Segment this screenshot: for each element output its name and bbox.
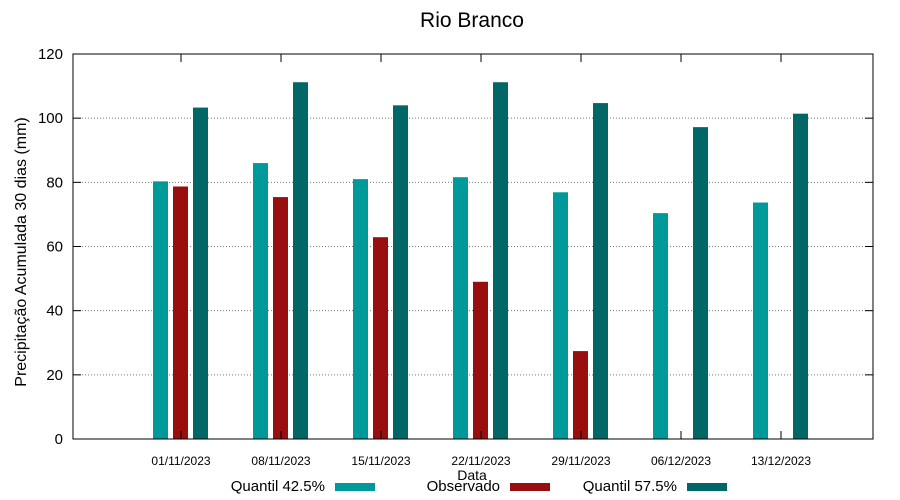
x-tick-label: 13/12/2023 [751,454,811,468]
y-tick-label: 80 [46,174,63,191]
x-tick-label: 06/12/2023 [651,454,711,468]
bar-quantil-42-5- [253,163,268,440]
bar-quantil-42-5- [553,192,568,439]
y-tick-label: 40 [46,303,63,320]
bar-quantil-57-5- [193,107,208,440]
bar-quantil-57-5- [493,82,508,439]
legend-swatch [510,483,550,491]
x-tick-label: 01/11/2023 [151,454,210,468]
bar-quantil-42-5- [653,213,668,439]
y-tick-label: 60 [46,239,63,256]
y-tick-label: 120 [38,46,63,63]
x-axis-ticks: 01/11/2023 08/11/2023 15/11/2023 22/11/2023… [151,54,811,468]
x-tick-label: 15/11/2023 [351,454,410,468]
bar-quantil-57-5- [793,113,808,440]
bar-quantil-42-5- [353,179,368,439]
bar-quantil-42-5- [453,177,468,439]
y-tick-label: 20 [46,367,63,384]
legend-label: Quantil 57.5% [583,478,677,495]
x-tick-label: 08/11/2023 [251,454,310,468]
bar-quantil-42-5- [753,202,768,439]
x-tick-label: 29/11/2023 [551,454,610,468]
y-axis-ticks: 0 20 40 60 80 100 120 [38,46,873,448]
legend-swatch [335,483,375,491]
chart-title: Rio Branco [420,9,524,32]
legend-swatch [687,483,727,491]
x-tick-label: 22/11/2023 [451,454,510,468]
bar-observado [373,237,388,439]
bars [153,82,808,440]
legend-label: Quantil 42.5% [231,478,325,495]
bar-quantil-57-5- [293,82,308,439]
bar-quantil-57-5- [693,127,708,440]
legend: Quantil 42.5% Observado Quantil 57.5% [231,478,727,495]
bar-observado [573,351,588,439]
legend-label: Observado [427,478,500,495]
y-tick-label: 100 [38,110,63,127]
y-axis-label: Precipitação Acumulada 30 dias (mm) [13,117,30,386]
bar-quantil-57-5- [393,105,408,439]
x-axis-label: Data [457,467,487,483]
bar-observado [273,197,288,439]
bar-observado [473,281,488,439]
bar-quantil-57-5- [593,103,608,440]
bar-quantil-42-5- [153,181,168,439]
y-tick-label: 0 [55,431,63,448]
bar-observado [173,186,188,439]
